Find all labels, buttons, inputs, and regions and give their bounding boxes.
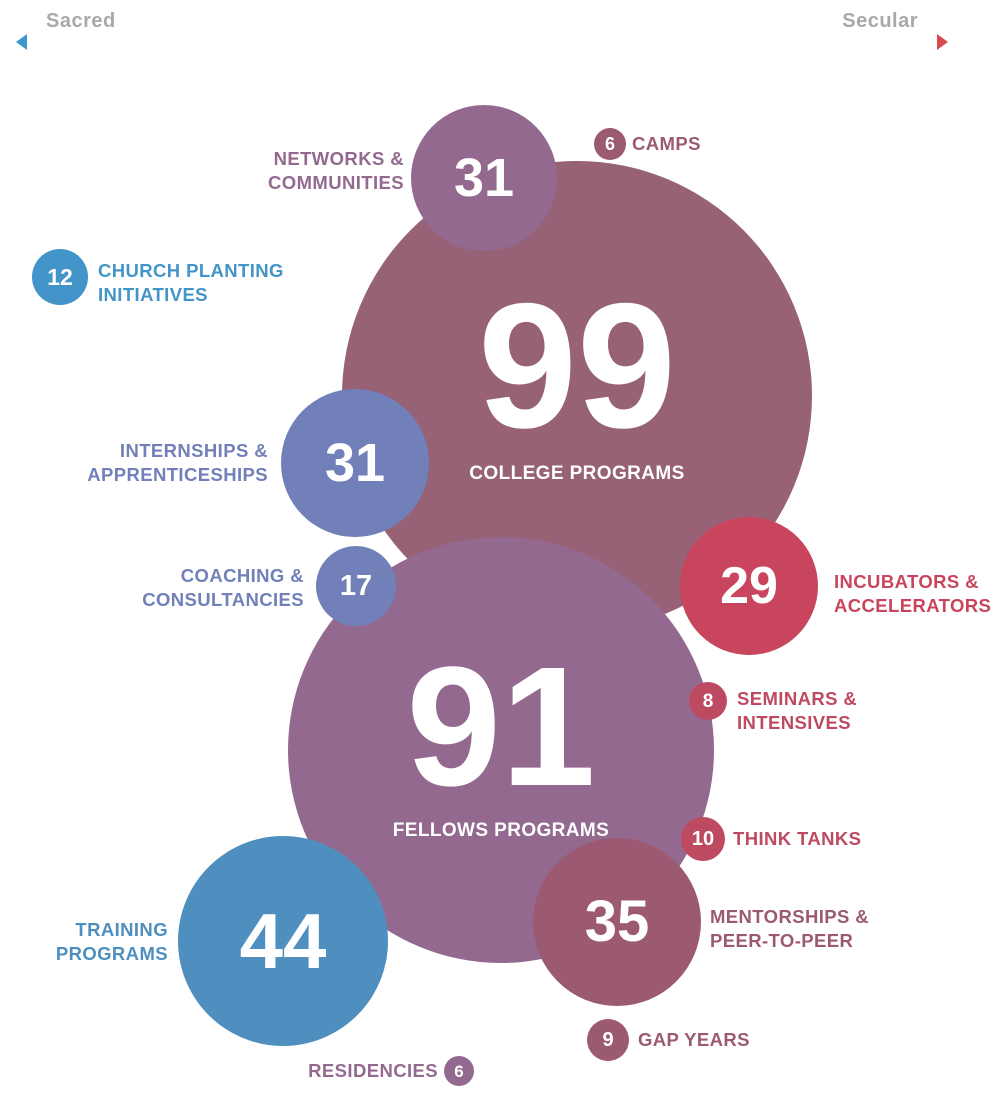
coaching-consultancies-label: COACHING & CONSULTANCIES [142,565,304,610]
seminars-intensives-bubble: 8 [689,682,727,720]
sacred-secular-scale-arrow [16,34,948,50]
seminars-intensives-label: SEMINARS & INTENSIVES [737,688,858,733]
camps-label: CAMPS [632,133,701,154]
mentorships-peer-count: 35 [584,889,650,954]
think-tanks-count: 10 [691,828,715,850]
fellows-programs-count: 91 [406,632,596,822]
residencies-count: 6 [454,1061,464,1081]
internships-apprenticeships-bubble: 31 [281,389,429,537]
camps-count: 6 [604,134,615,154]
incubators-accelerators-label: INCUBATORS & ACCELERATORS [834,571,992,616]
incubators-accelerators-bubble: 29 [680,517,818,655]
networks-communities-bubble: 31 [411,105,557,251]
residencies-label: RESIDENCIES [308,1060,438,1081]
residencies-bubble: 6 [444,1056,474,1086]
training-programs-bubble: 44 [178,836,388,1046]
coaching-consultancies-bubble: 17 [316,546,396,626]
networks-communities-label: NETWORKS & COMMUNITIES [268,148,404,193]
coaching-consultancies-count: 17 [339,569,373,602]
gap-years-label: GAP YEARS [638,1029,750,1050]
scale-label-sacred: Sacred [46,10,116,32]
camps-bubble: 6 [594,128,626,160]
internships-apprenticeships-count: 31 [324,433,386,493]
training-programs-label: TRAINING PROGRAMS [55,919,168,964]
college-programs-label: COLLEGE PROGRAMS [469,463,685,484]
church-planting-bubble: 12 [32,249,88,305]
church-planting-label: CHURCH PLANTING INITIATIVES [98,260,284,305]
scale-label-secular: Secular [842,10,918,32]
gap-years-count: 9 [602,1029,614,1051]
internships-apprenticeships-label: INTERNSHIPS & APPRENTICESHIPS [87,440,268,485]
church-planting-count: 12 [47,263,73,290]
mentorships-peer-label: MENTORSHIPS & PEER-TO-PEER [710,906,870,951]
training-programs-count: 44 [239,897,327,985]
gap-years-bubble: 9 [587,1019,629,1061]
think-tanks-bubble: 10 [681,817,725,861]
mentorships-peer-bubble: 35 [533,838,701,1006]
networks-communities-count: 31 [453,148,515,208]
fellows-programs-label: FELLOWS PROGRAMS [392,820,610,841]
think-tanks-label: THINK TANKS [733,828,862,849]
seminars-intensives-count: 8 [702,690,714,712]
college-programs-count: 99 [478,266,676,465]
incubators-accelerators-count: 29 [720,557,778,615]
